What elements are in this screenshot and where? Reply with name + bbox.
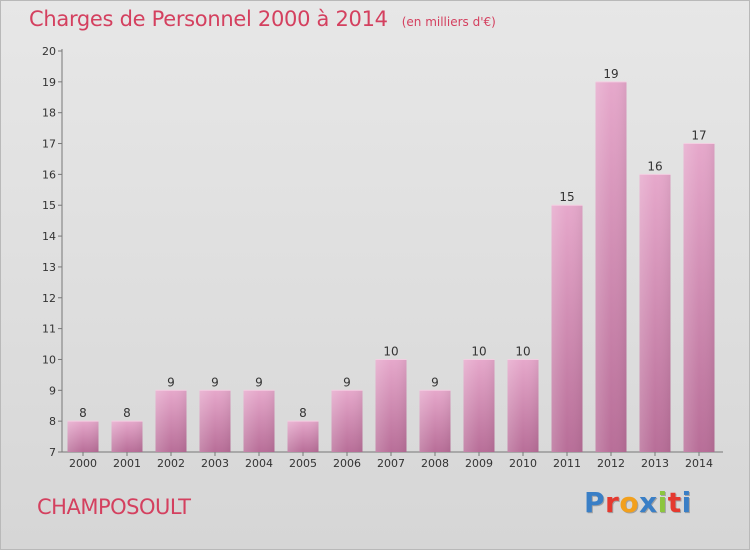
bar-shine xyxy=(287,421,319,452)
bar-shine xyxy=(639,174,671,452)
x-tick-label: 2005 xyxy=(289,457,317,470)
y-tick-label: 19 xyxy=(42,76,56,89)
logo-letter: o xyxy=(619,486,640,519)
y-tick-label: 15 xyxy=(42,199,56,212)
bars xyxy=(67,81,715,453)
data-label: 10 xyxy=(515,344,530,358)
y-tick-label: 18 xyxy=(42,107,56,120)
logo-letter: t xyxy=(667,486,682,519)
bar-shine xyxy=(243,390,275,452)
labels: 2000 8 2001 8 2002 9 2003 9 2004 9 2005 8 2006 9 2007 1… xyxy=(69,67,713,470)
y-tick-label: 9 xyxy=(49,384,56,397)
x-tick-label: 2009 xyxy=(465,457,493,470)
data-label: 19 xyxy=(603,67,618,81)
bar-shine xyxy=(595,81,627,452)
chart-unit: (en milliers d'€) xyxy=(401,15,496,29)
y-tick-label: 16 xyxy=(42,168,56,181)
y-tick-label: 14 xyxy=(42,230,56,243)
x-tick-label: 2000 xyxy=(69,457,97,470)
y-tick-label: 20 xyxy=(42,45,56,58)
data-label: 10 xyxy=(471,344,486,358)
proxiti-logo: Proxiti xyxy=(584,486,692,519)
logo-letter: i xyxy=(657,486,668,519)
x-tick-label: 2014 xyxy=(685,457,713,470)
data-label: 10 xyxy=(383,344,398,358)
data-label: 9 xyxy=(167,375,175,389)
bar-shine xyxy=(155,390,187,452)
data-label: 9 xyxy=(343,375,351,389)
bar-shine xyxy=(67,421,99,452)
x-tick-label: 2008 xyxy=(421,457,449,470)
bar-shine xyxy=(551,205,583,452)
commune-name: CHAMPOSOULT xyxy=(37,495,191,519)
x-tick-label: 2003 xyxy=(201,457,229,470)
data-label: 8 xyxy=(79,406,87,420)
y-tick-label: 7 xyxy=(49,446,56,459)
bar-shine xyxy=(375,359,407,452)
y-tick-label: 11 xyxy=(42,323,56,336)
data-label: 9 xyxy=(211,375,219,389)
y-tick-label: 12 xyxy=(42,292,56,305)
x-tick-label: 2001 xyxy=(113,457,141,470)
y-tick-label: 13 xyxy=(42,261,56,274)
bar-shine xyxy=(419,390,451,452)
x-tick-label: 2002 xyxy=(157,457,185,470)
x-tick-label: 2011 xyxy=(553,457,581,470)
y-tick-label: 8 xyxy=(49,415,56,428)
title-row: Charges de Personnel 2000 à 2014 (en mill… xyxy=(29,7,496,31)
data-label: 9 xyxy=(255,375,263,389)
x-tick-label: 2007 xyxy=(377,457,405,470)
bar-shine xyxy=(199,390,231,452)
bar-shine xyxy=(683,143,715,453)
bar-shine xyxy=(111,421,143,452)
x-tick-label: 2004 xyxy=(245,457,273,470)
data-label: 8 xyxy=(123,406,131,420)
y-tick-label: 10 xyxy=(42,353,56,366)
data-label: 9 xyxy=(431,375,439,389)
x-tick-label: 2012 xyxy=(597,457,625,470)
data-label: 8 xyxy=(299,406,307,420)
chart-title: Charges de Personnel 2000 à 2014 xyxy=(29,7,388,31)
bar-shine xyxy=(331,390,363,452)
logo-letter: P xyxy=(584,486,606,519)
bar-shine xyxy=(463,359,495,452)
bar-shine xyxy=(507,359,539,452)
logo-letter: i xyxy=(681,486,692,519)
logo-letter: x xyxy=(639,486,658,519)
data-label: 16 xyxy=(647,159,662,173)
logo-letter: r xyxy=(605,486,620,519)
data-label: 15 xyxy=(559,190,574,204)
x-tick-label: 2010 xyxy=(509,457,537,470)
y-tick-label: 17 xyxy=(42,138,56,151)
data-label: 17 xyxy=(691,129,706,143)
x-tick-label: 2013 xyxy=(641,457,669,470)
x-tick-label: 2006 xyxy=(333,457,361,470)
